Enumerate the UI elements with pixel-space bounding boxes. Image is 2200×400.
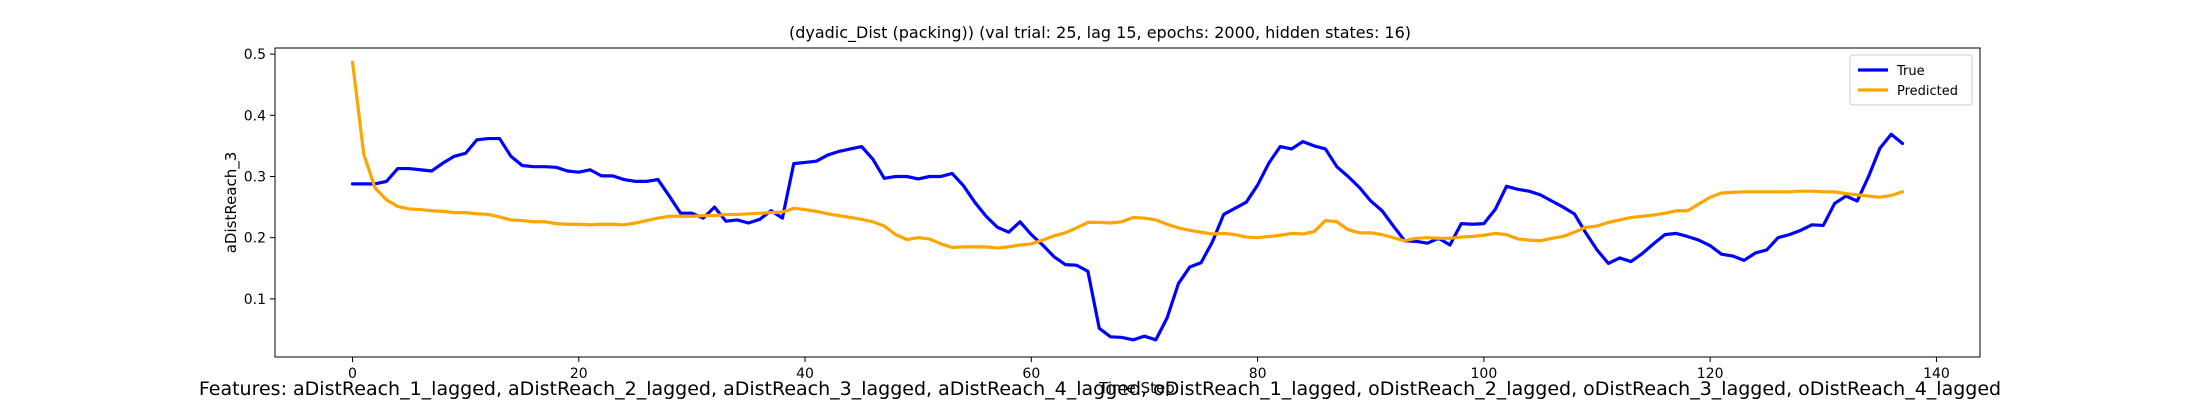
x-tick-label: 0 <box>348 366 357 382</box>
legend-label-predicted: Predicted <box>1897 84 1958 99</box>
legend-label-true: True <box>1896 64 1925 79</box>
x-tick-label: 120 <box>1697 366 1724 382</box>
x-tick-label: 60 <box>1022 366 1040 382</box>
feature-caption: Features: aDistReach_1_lagged, aDistReac… <box>198 378 2002 400</box>
y-axis: 0.1 0.2 0.3 0.4 0.5 <box>244 47 275 308</box>
x-tick-label: 20 <box>570 366 588 382</box>
series-line-true <box>350 132 1905 342</box>
y-tick-label: 0.4 <box>244 108 266 124</box>
x-axis-label: Time Step <box>1098 379 1175 397</box>
plot-series <box>350 60 1905 342</box>
x-tick-label: 40 <box>796 366 814 382</box>
x-tick-label: 140 <box>1923 366 1950 382</box>
x-axis: 0 20 40 60 80 100 120 140 <box>348 357 1950 382</box>
y-tick-label: 0.3 <box>244 169 266 185</box>
plot-frame <box>274 47 1981 358</box>
y-tick-label: 0.2 <box>244 231 266 247</box>
legend-box <box>1849 54 1973 106</box>
x-tick-label: 80 <box>1249 366 1267 382</box>
y-axis-label: aDistReach_3 <box>222 152 241 254</box>
y-tick-label: 0.1 <box>244 292 266 308</box>
series-line-predicted <box>350 60 1905 250</box>
chart-title: (dyadic_Dist (packing)) (val trial: 25, … <box>789 23 1411 43</box>
legend: True Predicted <box>1849 54 1973 106</box>
x-tick-label: 100 <box>1471 366 1498 382</box>
y-tick-label: 0.5 <box>244 47 266 63</box>
